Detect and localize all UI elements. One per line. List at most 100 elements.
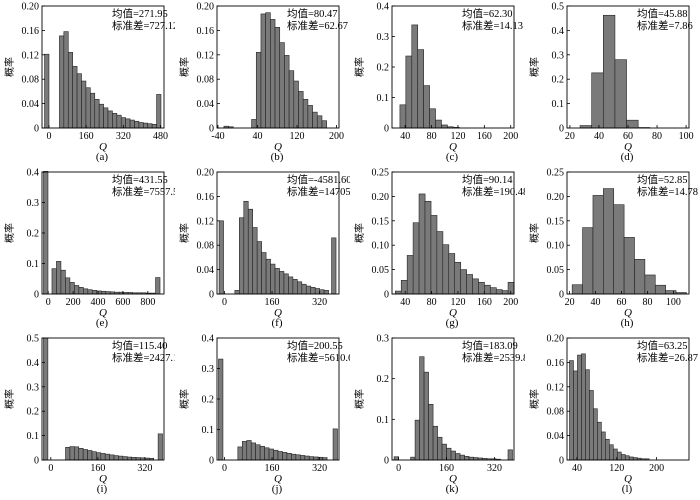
histogram-e: 0 0.1 0.2 0.3 0.4 0 200 400 600 800 Q 概率 均值=431.55标准… — [3, 168, 175, 320]
bar-g-12 — [466, 274, 473, 295]
bar-e-3 — [60, 269, 66, 295]
xtick-label-h-0: 20 — [565, 297, 575, 308]
y-axis-title-f: 概率 — [178, 223, 191, 243]
ytick-label-c-1: 0.1 — [377, 93, 390, 104]
bar-a-16 — [125, 118, 131, 129]
ytick-label-e-2: 0.2 — [27, 229, 40, 240]
bar-j-10 — [277, 451, 283, 461]
xtick-label-l-2: 200 — [649, 463, 664, 474]
y-axis-title-g: 概率 — [353, 223, 366, 243]
panel-label-c: (c) — [445, 151, 459, 163]
histogram-panel-f: 0 0.04 0.08 0.12 0.16 0.20 0 160 320 Q 概率 均值=-4581.… — [175, 166, 350, 332]
stat-mean-k: 均值=183.09 — [462, 339, 518, 352]
xtick-label-k-2: 320 — [487, 463, 502, 474]
ytick-label-b-4: 0.16 — [197, 26, 215, 37]
bar-f-2 — [239, 217, 245, 295]
panel-label-f: (f) — [271, 317, 283, 329]
bar-a-8 — [90, 92, 96, 129]
xtick-label-d-4: 100 — [679, 131, 694, 142]
stat-sd-h: 标准差=14.78 — [637, 185, 698, 198]
bar-e-9 — [87, 289, 93, 295]
bar-k-21 — [507, 449, 513, 461]
bar-g-5 — [424, 200, 432, 295]
histogram-b: 0 0.04 0.08 0.12 0.16 0.20 -40 40 120 200 Q 概率 均值=80… — [178, 2, 348, 154]
ytick-label-k-2: 0.2 — [377, 374, 390, 385]
ytick-label-g-2: 0.10 — [372, 241, 390, 252]
stat-sd-a: 标准差=727.12 — [112, 19, 175, 32]
bar-j-13 — [291, 453, 297, 461]
ytick-label-h-2: 0.10 — [547, 241, 565, 252]
histogram-f: 0 0.04 0.08 0.12 0.16 0.20 0 160 320 Q 概率 均值=-4581.… — [178, 168, 350, 320]
xtick-label-c-0: 40 — [400, 131, 410, 142]
xtick-label-c-1: 80 — [427, 131, 437, 142]
stat-mean-f: 均值=-4581.60 — [287, 173, 350, 186]
ytick-label-a-1: 0.04 — [22, 99, 40, 110]
ytick-label-i-0: 0 — [34, 456, 39, 467]
ytick-label-g-5: 0.25 — [372, 168, 390, 179]
bar-j-3 — [246, 440, 252, 461]
xtick-label-j-0: 0 — [222, 463, 227, 474]
xtick-label-e-3: 600 — [115, 297, 130, 308]
bar-d-3 — [614, 59, 627, 129]
bar-h-4 — [613, 204, 625, 295]
xtick-label-h-4: 100 — [666, 297, 681, 308]
bar-l-6 — [593, 408, 598, 461]
bar-a-3 — [67, 52, 73, 129]
panel-label-b: (b) — [270, 151, 284, 163]
bar-k-10 — [450, 450, 456, 461]
bar-a-2 — [63, 31, 69, 129]
bar-i-12 — [113, 455, 119, 461]
ytick-label-h-5: 0.25 — [547, 168, 565, 179]
histogram-panel-c: 0 0.1 0.2 0.3 0.4 40 80 120 160 200 Q 概率 均值=62.30 标准差… — [350, 0, 525, 166]
bar-k-11 — [455, 453, 461, 461]
ytick-label-k-0: 0 — [384, 456, 389, 467]
ytick-label-j-1: 0.1 — [202, 425, 215, 436]
bar-e-5 — [69, 282, 75, 295]
bar-j-12 — [286, 452, 292, 461]
stat-sd-e: 标准差=7557.53 — [112, 185, 175, 198]
bar-a-0 — [44, 53, 50, 129]
bar-k-13 — [464, 456, 470, 461]
ytick-label-g-4: 0.20 — [372, 192, 390, 203]
bar-a-23 — [156, 94, 162, 129]
bar-a-11 — [103, 107, 109, 129]
ytick-label-b-0: 0 — [209, 124, 214, 135]
bar-i-0 — [43, 337, 49, 461]
bar-a-6 — [81, 80, 87, 129]
ytick-label-i-2: 0.2 — [27, 407, 40, 418]
ytick-label-c-0: 0 — [384, 124, 389, 135]
bar-l-9 — [605, 438, 610, 461]
xtick-label-g-1: 80 — [427, 297, 437, 308]
bar-c-6 — [435, 119, 442, 129]
bar-l-10 — [609, 444, 614, 461]
bar-a-21 — [147, 123, 153, 129]
bar-j-0 — [218, 358, 224, 461]
ytick-label-i-3: 0.3 — [27, 382, 40, 393]
xtick-label-j-1: 160 — [265, 463, 280, 474]
xtick-label-c-4: 200 — [503, 131, 518, 142]
y-axis-title-h: 概率 — [528, 223, 541, 243]
x-axis-title-i: Q — [99, 473, 107, 485]
stat-mean-e: 均值=431.55 — [112, 173, 168, 186]
ytick-label-k-3: 0.3 — [377, 334, 390, 345]
bar-c-7 — [441, 124, 448, 129]
ytick-label-f-3: 0.12 — [197, 216, 215, 227]
bar-f-4 — [247, 208, 253, 295]
stat-mean-i: 均值=115.40 — [112, 339, 167, 352]
bar-j-16 — [304, 455, 310, 461]
stat-mean-g: 均值=90.14 — [462, 173, 513, 186]
bar-a-9 — [94, 99, 100, 129]
xtick-label-a-3: 480 — [153, 131, 168, 142]
bar-h-0 — [571, 284, 583, 295]
ytick-label-e-3: 0.3 — [27, 198, 40, 209]
ytick-label-d-3: 0.3 — [552, 50, 565, 61]
bar-h-3 — [603, 188, 615, 295]
bar-f-17 — [305, 285, 312, 295]
xtick-label-e-0: 0 — [46, 297, 51, 308]
bar-b-2 — [251, 119, 257, 129]
bar-e-4 — [65, 277, 71, 295]
histogram-panel-g: 0 0.05 0.10 0.15 0.20 0.25 40 80 120 160 200 Q 概率 均值=… — [350, 166, 525, 332]
bar-g-13 — [472, 278, 479, 295]
xtick-label-i-2: 320 — [137, 463, 152, 474]
